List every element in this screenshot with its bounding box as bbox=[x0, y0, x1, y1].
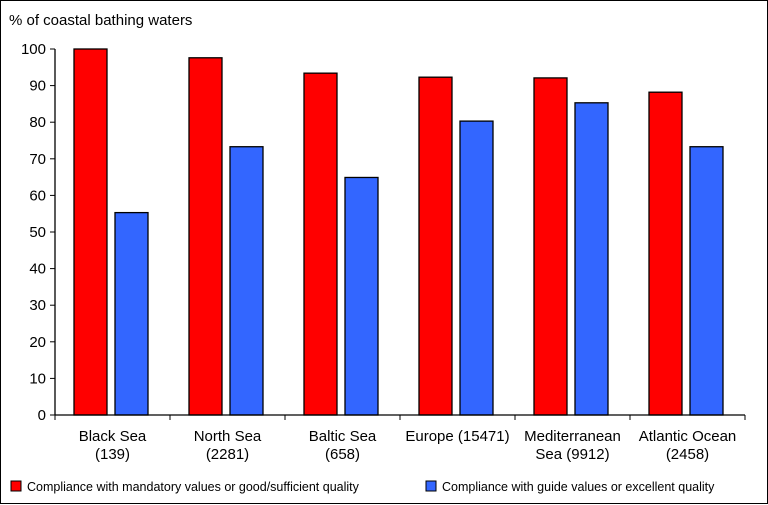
bar-mandatory bbox=[533, 77, 568, 416]
bar-guide bbox=[344, 176, 379, 416]
x-category-label: Atlantic Ocean (2458) bbox=[639, 428, 737, 463]
bar-mandatory bbox=[73, 48, 108, 416]
y-tick-label: 40 bbox=[29, 261, 46, 278]
bar-guide bbox=[689, 146, 724, 416]
legend-swatch-mandatory bbox=[10, 480, 22, 492]
y-tick-label: 10 bbox=[29, 370, 46, 387]
x-category-label: Baltic Sea (658) bbox=[309, 428, 377, 463]
x-category-label: Black Sea (139) bbox=[79, 428, 147, 463]
x-category-label: Mediterranean Sea (9912) bbox=[524, 428, 621, 463]
y-tick-label: 50 bbox=[29, 224, 46, 241]
x-category-label: Europe (15471) bbox=[405, 428, 509, 445]
x-category-label-line: Europe (15471) bbox=[405, 428, 509, 445]
legend-label-mandatory: Compliance with mandatory values or good… bbox=[27, 480, 360, 494]
y-tick-label: 20 bbox=[29, 334, 46, 351]
x-category-label-line: North Sea bbox=[194, 428, 262, 445]
bar-mandatory bbox=[418, 76, 453, 416]
bar-mandatory bbox=[303, 72, 338, 416]
x-category-label-line: (658) bbox=[325, 446, 360, 463]
bar-guide bbox=[459, 120, 494, 416]
y-tick-label: 0 bbox=[38, 407, 46, 424]
bar-guide bbox=[229, 146, 264, 416]
x-category-label: North Sea (2281) bbox=[194, 428, 262, 463]
bar-guide bbox=[114, 211, 149, 416]
bar-mandatory bbox=[648, 91, 683, 416]
y-tick-label: 80 bbox=[29, 114, 46, 131]
bar-guide bbox=[574, 102, 609, 416]
y-tick-label: 70 bbox=[29, 151, 46, 168]
y-tick-label: 60 bbox=[29, 187, 46, 204]
x-category-label-line: Black Sea bbox=[79, 428, 147, 445]
x-category-label-line: (2281) bbox=[206, 446, 249, 463]
y-axis-title: % of coastal bathing waters bbox=[9, 12, 192, 29]
x-category-label-line: Mediterranean bbox=[524, 428, 621, 445]
x-category-label-line: Baltic Sea bbox=[309, 428, 377, 445]
bar-mandatory bbox=[188, 57, 223, 416]
y-tick-label: 90 bbox=[29, 78, 46, 95]
y-tick-label: 100 bbox=[21, 41, 46, 58]
x-category-label-line: Sea (9912) bbox=[535, 446, 609, 463]
x-category-label-line: (139) bbox=[95, 446, 130, 463]
y-tick-label: 30 bbox=[29, 297, 46, 314]
legend-label-guide: Compliance with guide values or excellen… bbox=[442, 480, 715, 494]
x-category-label-line: (2458) bbox=[666, 446, 709, 463]
x-category-label-line: Atlantic Ocean bbox=[639, 428, 737, 445]
legend: Compliance with mandatory values or good… bbox=[10, 480, 715, 494]
plot-area: 0 10 20 30 40 50 60 70 80 90 100 Black Sea (139) Nort… bbox=[21, 41, 746, 463]
legend-swatch-guide bbox=[425, 480, 437, 492]
